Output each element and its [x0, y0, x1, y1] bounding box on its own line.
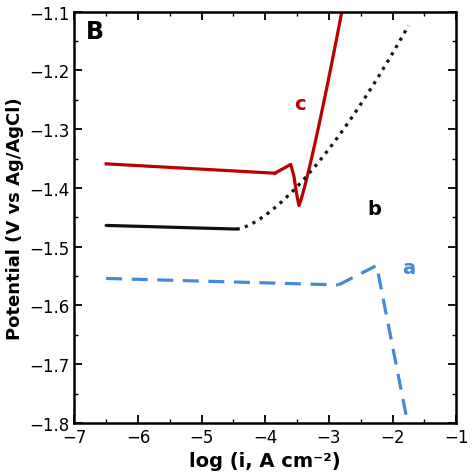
Text: b: b: [367, 200, 381, 219]
Text: B: B: [86, 20, 104, 44]
Y-axis label: Potential (V vs Ag/AgCl): Potential (V vs Ag/AgCl): [6, 97, 24, 339]
Text: c: c: [294, 94, 306, 113]
X-axis label: log (i, A cm⁻²): log (i, A cm⁻²): [190, 452, 341, 470]
Text: a: a: [402, 258, 415, 278]
